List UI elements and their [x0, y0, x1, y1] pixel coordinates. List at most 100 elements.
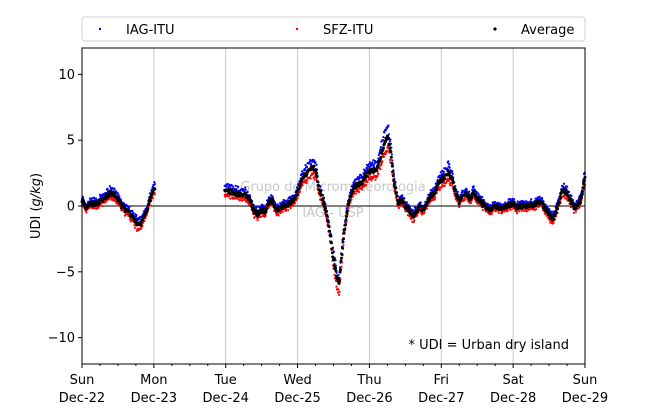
point-average: [345, 211, 349, 215]
point-average: [342, 231, 346, 235]
point-average: [344, 218, 348, 222]
point-sfz-itu: [370, 179, 373, 182]
point-iag-itu: [244, 186, 247, 189]
point-sfz-itu: [463, 198, 466, 201]
point-average: [339, 259, 343, 263]
point-iag-itu: [377, 153, 381, 157]
point-average: [345, 209, 349, 213]
point-sfz-itu: [281, 210, 284, 213]
point-sfz-itu: [440, 186, 443, 189]
point-average: [337, 282, 341, 286]
point-sfz-itu: [360, 188, 364, 191]
point-average: [333, 264, 336, 268]
point-sfz-itu: [481, 208, 484, 212]
point-sfz-itu: [382, 155, 385, 159]
legend: IAG-ITU SFZ-ITU Average: [81, 16, 586, 42]
point-sfz-itu: [470, 201, 473, 204]
point-average: [331, 255, 335, 259]
legend-marker: [98, 27, 102, 31]
point-sfz-itu: [298, 190, 302, 193]
legend-label: Average: [521, 23, 574, 38]
point-sfz-itu: [520, 209, 523, 212]
point-sfz-itu: [239, 199, 242, 202]
point-iag-itu: [153, 181, 156, 184]
point-sfz-itu: [267, 206, 270, 209]
point-sfz-itu: [535, 208, 538, 211]
point-iag-itu: [389, 138, 392, 141]
point-sfz-itu: [347, 206, 350, 209]
point-sfz-itu: [376, 174, 379, 178]
point-iag-itu: [439, 171, 442, 174]
point-iag-itu: [357, 177, 361, 180]
point-average: [347, 200, 351, 204]
point-average: [556, 207, 560, 211]
point-sfz-itu: [412, 220, 415, 223]
point-average: [390, 164, 394, 168]
point-sfz-itu: [292, 203, 295, 206]
point-iag-itu: [442, 170, 445, 174]
point-average: [343, 223, 347, 227]
point-iag-itu: [132, 212, 135, 215]
point-average: [582, 182, 585, 186]
point-iag-itu: [304, 164, 307, 167]
point-iag-itu: [237, 185, 240, 189]
point-average: [517, 206, 521, 210]
point-sfz-itu: [490, 213, 493, 216]
point-sfz-itu: [543, 212, 547, 215]
point-sfz-itu: [335, 285, 338, 288]
point-iag-itu: [271, 195, 274, 198]
point-iag-itu: [403, 197, 406, 200]
data-points: [80, 124, 587, 296]
point-average: [379, 155, 383, 159]
point-average: [554, 211, 558, 215]
point-average: [546, 208, 550, 212]
point-iag-itu: [378, 151, 381, 155]
point-sfz-itu: [133, 226, 136, 229]
point-average: [520, 206, 524, 210]
point-sfz-itu: [284, 208, 288, 211]
point-average: [341, 240, 345, 244]
point-average: [153, 187, 157, 191]
point-average: [451, 180, 455, 184]
point-sfz-itu: [413, 218, 416, 222]
point-sfz-itu: [108, 198, 111, 201]
point-average: [321, 197, 325, 201]
y-tick-label: 0: [67, 200, 75, 215]
point-iag-itu: [367, 163, 371, 166]
point-average: [100, 199, 104, 203]
point-iag-itu: [513, 198, 516, 201]
point-iag-itu: [153, 182, 156, 186]
point-sfz-itu: [312, 171, 316, 174]
point-iag-itu: [570, 194, 573, 198]
point-average: [395, 194, 399, 198]
point-sfz-itu: [509, 208, 512, 211]
point-sfz-itu: [277, 214, 280, 217]
point-sfz-itu: [374, 178, 377, 181]
point-iag-itu: [351, 184, 354, 187]
point-average: [386, 136, 390, 140]
point-average: [558, 200, 562, 204]
point-iag-itu: [315, 163, 318, 166]
point-iag-itu: [337, 273, 340, 277]
point-sfz-itu: [518, 210, 521, 213]
point-average: [337, 279, 341, 283]
point-average: [252, 206, 256, 210]
point-iag-itu: [384, 128, 387, 132]
point-iag-itu: [448, 166, 451, 169]
point-average: [293, 197, 297, 201]
axes: −10 −5 0 5 10 Sun Dec-22 Mon Dec-23 Tue Dec-24 Wed D…: [48, 68, 609, 406]
point-iag-itu: [364, 169, 368, 172]
point-average: [142, 215, 146, 219]
point-sfz-itu: [151, 196, 154, 199]
point-iag-itu: [388, 140, 391, 143]
point-iag-itu: [366, 167, 369, 170]
point-iag-itu: [262, 204, 265, 207]
point-iag-itu: [497, 201, 500, 204]
point-iag-itu: [255, 206, 258, 209]
point-iag-itu: [114, 190, 118, 193]
point-sfz-itu: [357, 190, 361, 193]
point-average: [576, 204, 580, 208]
point-average: [449, 174, 453, 178]
point-average: [249, 200, 253, 204]
point-sfz-itu: [385, 149, 388, 153]
